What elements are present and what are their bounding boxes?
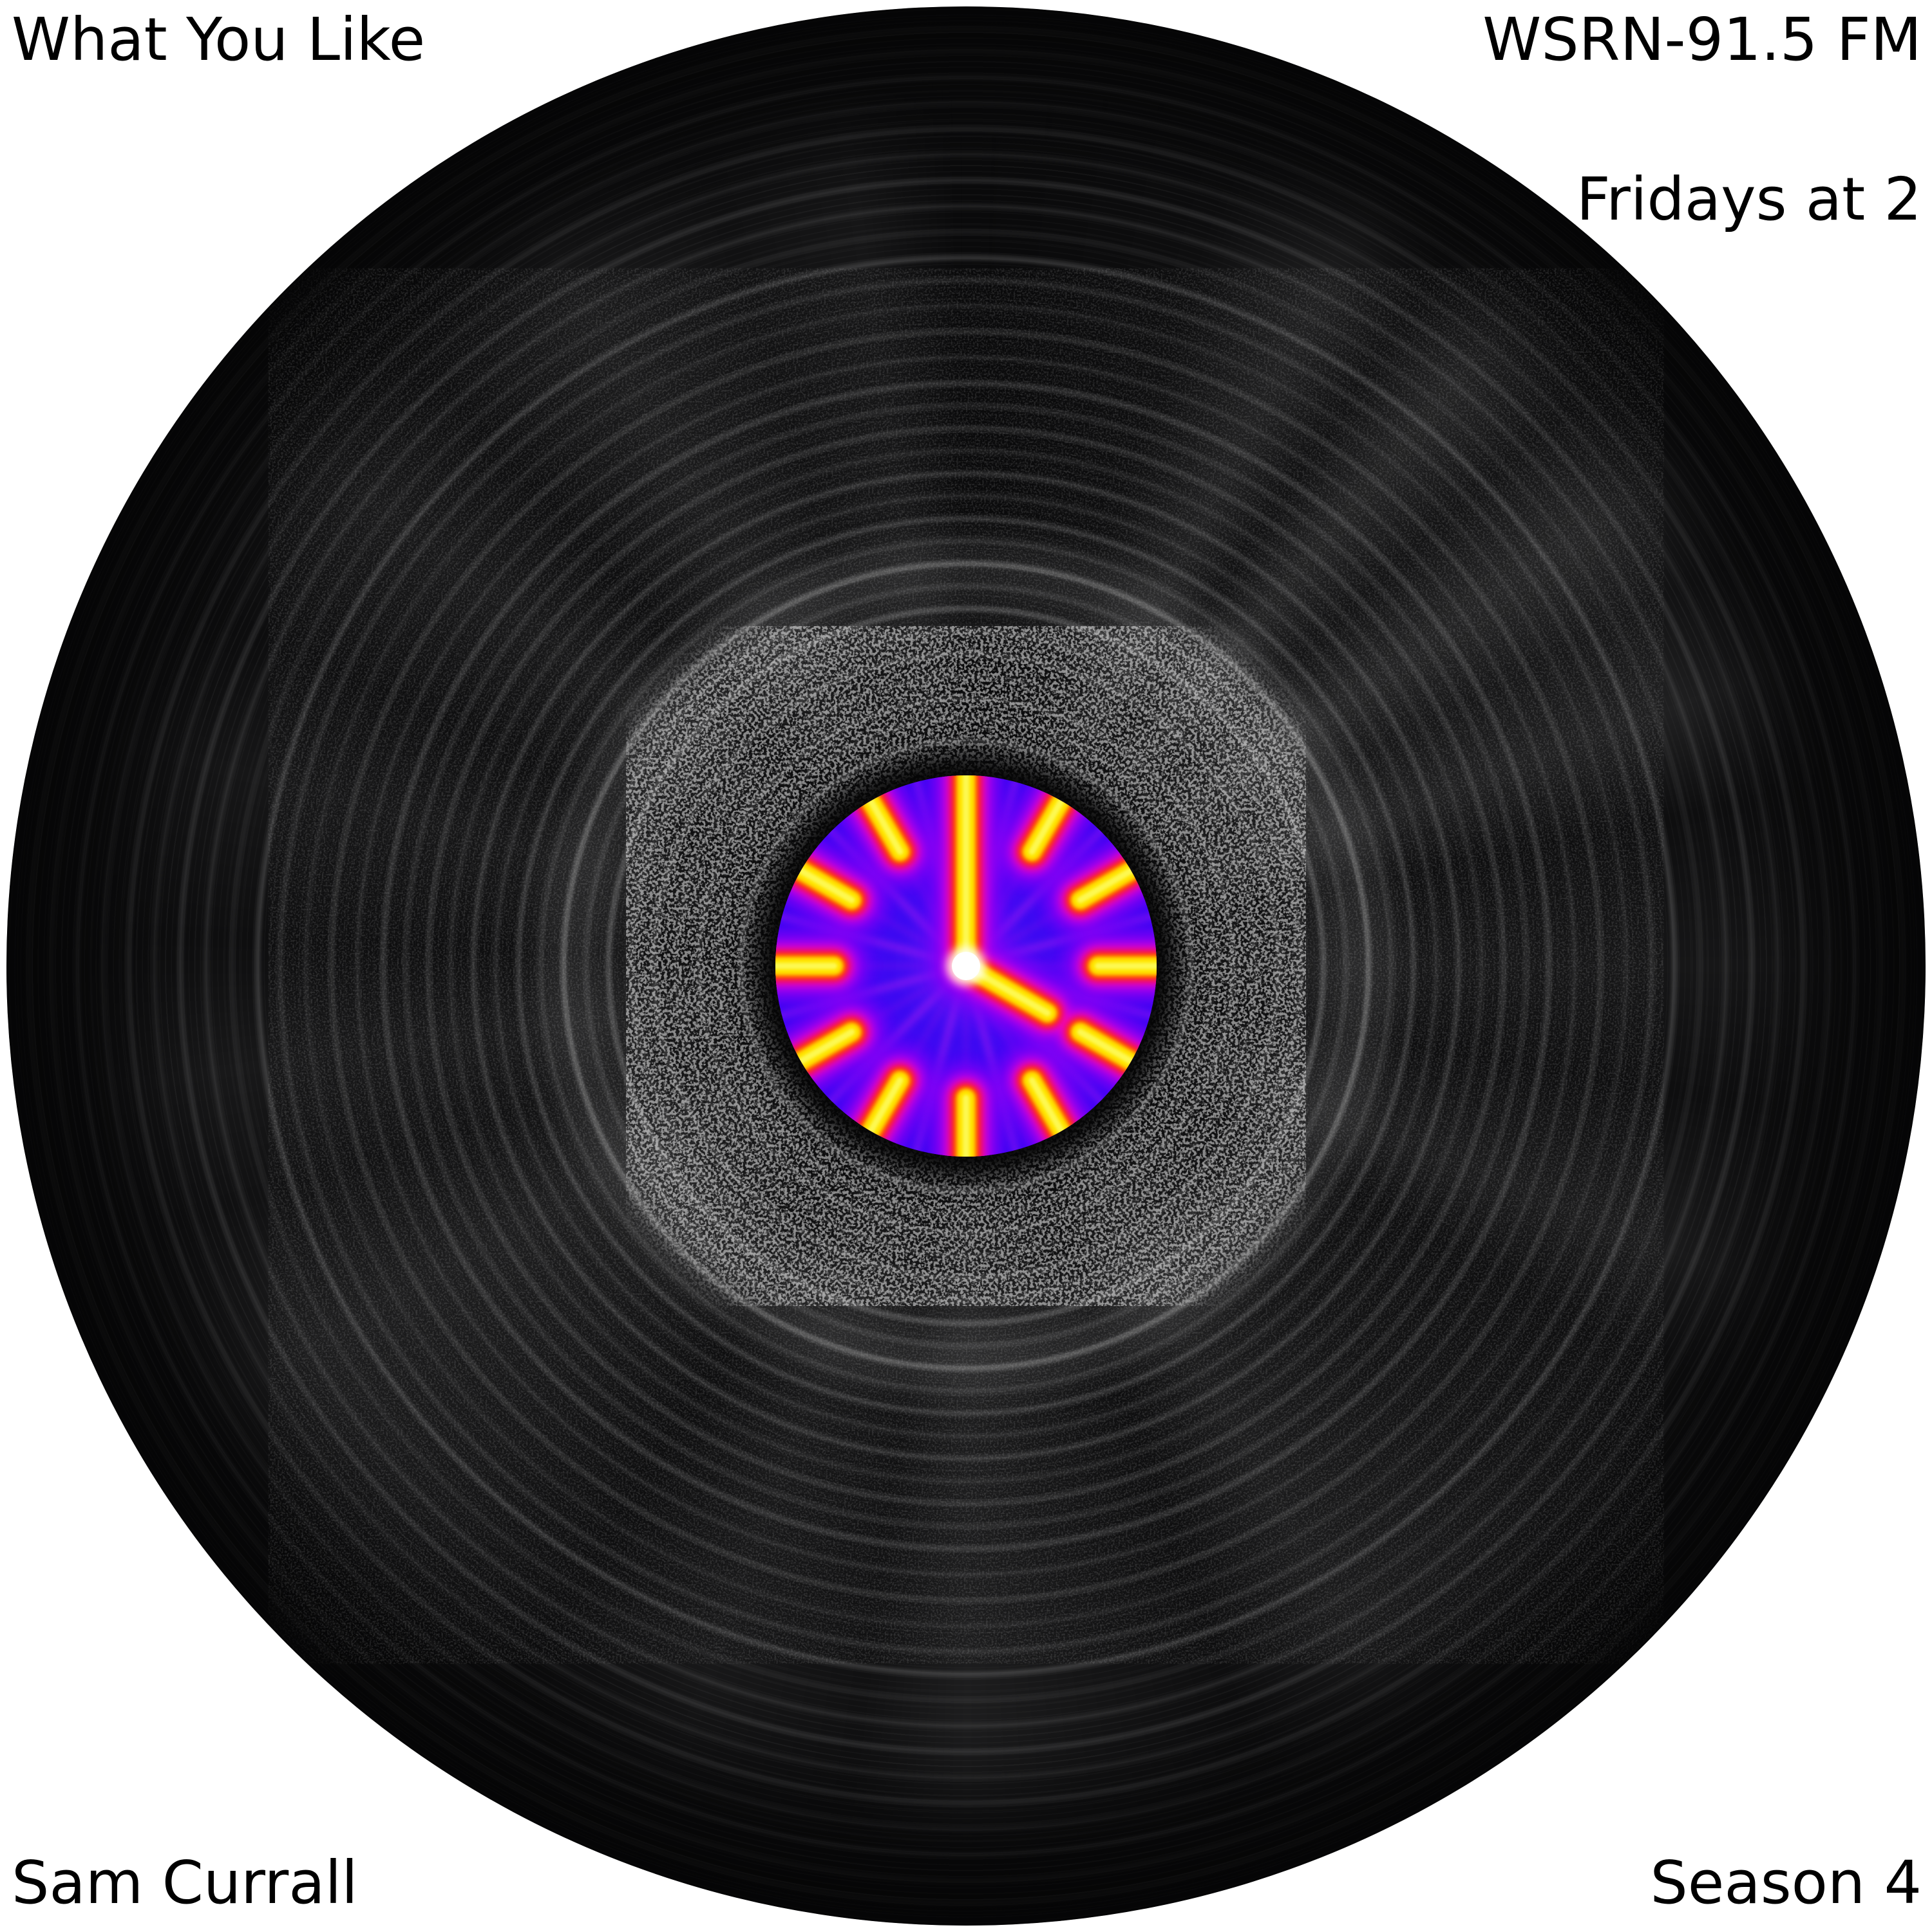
season-label: Season 4 [1650, 1848, 1922, 1917]
dust-ring-inner [560, 560, 1372, 1372]
spindle-hub [952, 952, 980, 980]
station-callsign: WSRN-91.5 FM [1482, 5, 1922, 74]
clock-label [775, 775, 1157, 1157]
clock-face [775, 775, 1157, 1157]
air-time: Fridays at 2 [1576, 165, 1922, 234]
host-name: Sam Currall [12, 1848, 358, 1917]
show-title: What You Like [12, 5, 426, 74]
dust-field-outer [26, 26, 1906, 1906]
station-and-time-block: WSRN-91.5 FM Fridays at 2 [1482, 0, 1922, 240]
